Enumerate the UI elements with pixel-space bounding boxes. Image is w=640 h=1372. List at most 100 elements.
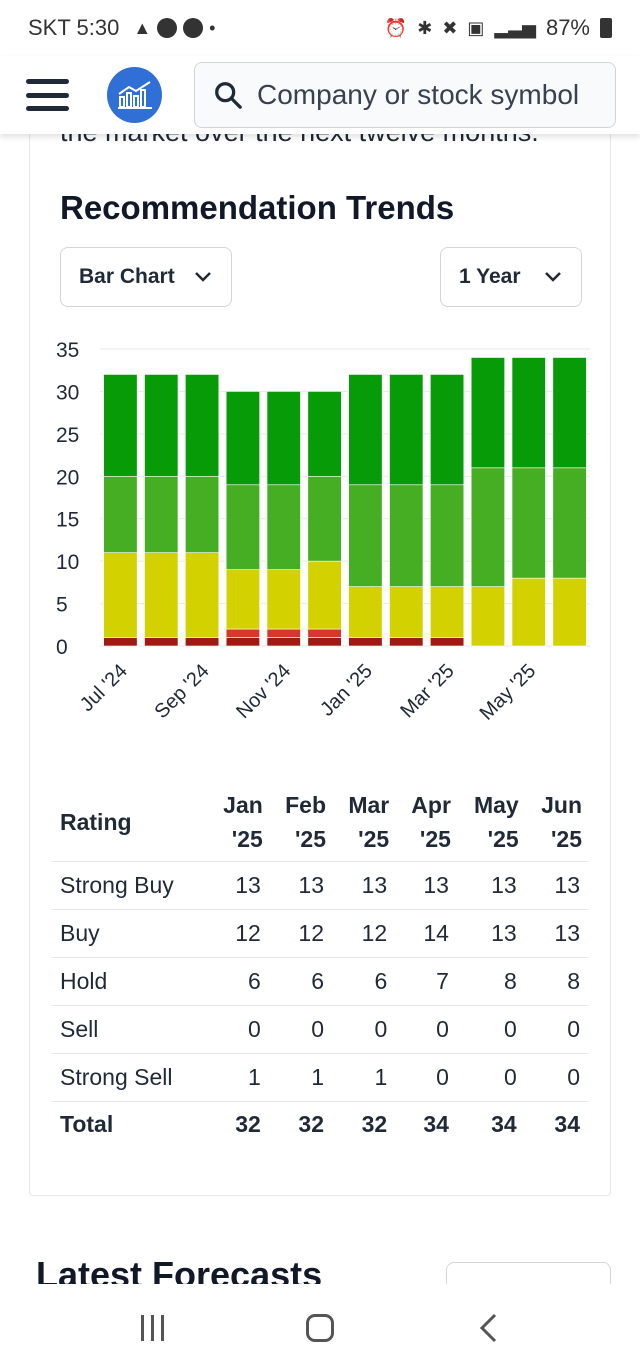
table-cell: 34	[491, 1110, 517, 1137]
column-header-month: Jan '25	[207, 783, 269, 862]
month-year: '25	[419, 825, 451, 852]
chart-type-value: Bar Chart	[79, 265, 175, 288]
table-cell: 14	[395, 909, 457, 958]
search-icon	[215, 82, 242, 109]
table-cell: 13	[268, 861, 333, 910]
bar-segment-strong-buy	[225, 391, 260, 486]
bar-segment-hold	[511, 577, 546, 647]
dot-icon: •	[209, 17, 216, 38]
recommendation-card: the market over the next twelve months. …	[29, 134, 611, 1196]
menu-line	[26, 106, 70, 111]
bar-segment-buy	[552, 467, 587, 579]
table-cell: 0	[524, 1053, 588, 1102]
y-tick-label: 30	[56, 381, 79, 404]
row-label: Hold	[52, 957, 208, 1006]
table-cell: 13	[456, 861, 525, 910]
bar-segment-hold	[103, 552, 138, 638]
menu-line	[26, 79, 70, 84]
table-cell: 12	[207, 909, 269, 958]
bar-segment-strong-sell	[266, 637, 301, 647]
bar-segment-strong-buy	[103, 374, 138, 477]
table-cell: 34	[554, 1110, 580, 1137]
bar-segment-strong-buy	[552, 357, 587, 469]
y-tick-label: 0	[56, 636, 68, 659]
column-header-month: Feb '25	[268, 783, 333, 862]
talk-icon	[157, 18, 178, 38]
table-cell: 8	[456, 957, 525, 1006]
bar-segment-hold	[185, 552, 220, 638]
table-cell: 1	[268, 1053, 333, 1102]
x-tick-label: Nov '24	[232, 660, 295, 723]
table-cell: 13	[456, 909, 525, 958]
next-section-title: Latest Forecasts	[36, 1254, 323, 1284]
bar-segment-hold	[266, 569, 301, 630]
table-cell: 0	[268, 1005, 333, 1054]
chart-logo-icon	[117, 81, 152, 109]
bar-segment-strong-buy	[185, 374, 220, 477]
bar-segment-strong-buy	[144, 374, 179, 477]
month-year: '25	[487, 825, 519, 852]
table-cell: 0	[456, 1005, 525, 1054]
c-app-icon	[183, 18, 204, 38]
bar-segment-buy	[348, 484, 383, 587]
bluetooth-icon: ✱	[417, 17, 433, 38]
5g-icon: ▣	[467, 17, 485, 38]
bar-segment-buy	[430, 484, 465, 587]
y-tick-label: 25	[56, 424, 79, 447]
bar-segment-buy	[266, 484, 301, 570]
time-range-dropdown[interactable]: 1 Year	[440, 247, 582, 307]
menu-button[interactable]	[24, 75, 71, 115]
next-section-dropdown[interactable]	[446, 1262, 611, 1284]
table-cell: 32	[361, 1110, 388, 1137]
row-label: Total	[60, 1110, 114, 1137]
bar-segment-strong-buy	[266, 391, 301, 486]
bar-segment-strong-sell	[389, 637, 424, 647]
y-tick-label: 15	[56, 509, 79, 532]
table-cell: 6	[332, 957, 396, 1006]
bar-segment-sell	[266, 628, 301, 638]
game-controller-icon: ▲	[133, 17, 152, 38]
month-year: '25	[550, 825, 582, 852]
bar-segment-strong-sell	[185, 637, 220, 647]
y-tick-label: 20	[56, 466, 79, 489]
y-tick-label: 10	[56, 551, 79, 574]
bar-segment-strong-buy	[348, 374, 383, 486]
bar-segment-hold	[470, 586, 505, 647]
table-cell: 32	[235, 1110, 261, 1137]
search-box[interactable]	[194, 62, 616, 128]
month-name: Apr	[411, 791, 451, 818]
bar-segment-strong-sell	[348, 637, 383, 647]
recents-button[interactable]	[141, 1315, 165, 1341]
column-header-month: Jun '25	[524, 783, 588, 862]
logo[interactable]	[107, 67, 162, 123]
bar-segment-buy	[103, 475, 138, 553]
home-button[interactable]	[306, 1314, 335, 1342]
time-range-value: 1 Year	[459, 265, 521, 288]
section-title: Recommendation Trends	[60, 189, 455, 226]
back-button[interactable]	[477, 1312, 499, 1344]
row-label: Strong Sell	[52, 1053, 208, 1102]
bar-segment-buy	[511, 467, 546, 579]
x-tick-label: Jul '24	[76, 660, 132, 716]
x-tick-label: Sep '24	[151, 660, 214, 723]
table-cell: 0	[395, 1053, 457, 1102]
table-cell: 8	[524, 957, 588, 1006]
table-cell: 0	[395, 1005, 457, 1054]
bar-segment-strong-buy	[389, 374, 424, 486]
table-cell: 13	[332, 861, 396, 910]
chart-grid	[100, 348, 590, 647]
bar-segment-buy	[225, 484, 260, 570]
month-name: Jan	[223, 791, 263, 818]
chart-type-dropdown[interactable]: Bar Chart	[60, 247, 232, 307]
table-cell: 34	[423, 1110, 449, 1137]
table-cell: 0	[524, 1005, 588, 1054]
month-name: Jun	[541, 791, 582, 818]
search-input[interactable]	[257, 79, 597, 111]
bar-segment-hold	[552, 577, 587, 647]
table-header-row: Rating Jan '25 Feb '25 Mar '25 Apr '25 May '2…	[52, 783, 588, 862]
menu-line	[26, 92, 70, 98]
month-name: May	[473, 791, 519, 818]
battery-percent: 87%	[545, 15, 590, 40]
table-cell: 13	[207, 861, 269, 910]
table-cell: 1	[207, 1053, 269, 1102]
